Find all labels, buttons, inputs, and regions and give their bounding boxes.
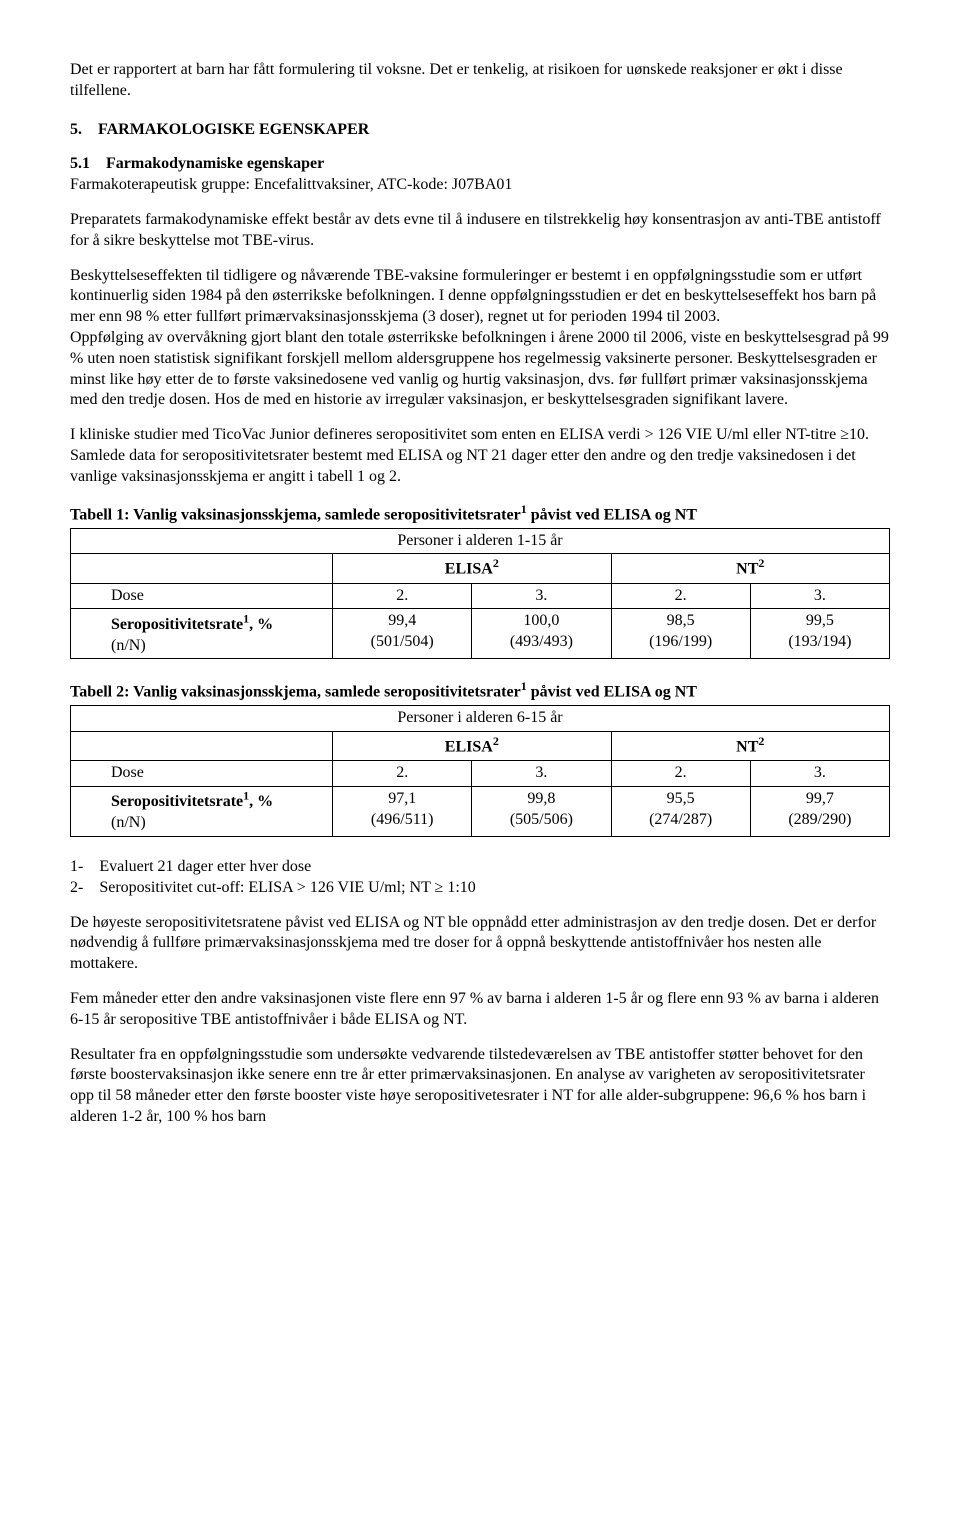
table1-group-header-row: ELISA2 NT2 [71,554,890,583]
table2-header-nt-label: NT [736,739,758,756]
table2-rate-c3: 95,5 (274/287) [611,787,750,837]
footnotes: 1- Evaluert 21 dager etter hver dose 2- … [70,857,890,899]
table1-rate-c2: 100,0 (493/493) [472,609,611,659]
table1-header-elisa: ELISA2 [333,554,611,583]
footnote-2: 2- Seropositivitet cut-off: ELISA > 126 … [70,878,890,899]
table2-rate-c1: 97,1 (496/511) [333,787,472,837]
table1-caption-row: Personer i alderen 1-15 år [71,528,890,554]
table1-header-elisa-label: ELISA [445,561,493,578]
table1-rate-n3: (196/199) [649,633,712,650]
table1-dose-row: Dose 2. 3. 2. 3. [71,583,890,609]
table1-rate-v3: 98,5 [667,612,695,629]
table2-rate-n2: (505/506) [510,811,573,828]
table1-rate-n2: (493/493) [510,633,573,650]
table1-rate-row: Seropositivitetsrate1, % (n/N) 99,4 (501/… [71,609,890,659]
table2-header-blank [71,732,333,761]
table2-header-nt-sup: 2 [758,734,764,748]
paragraph-3-4: Beskyttelseseffekten til tidligere og nå… [70,266,890,412]
table1-header-nt-label: NT [736,561,758,578]
table1-header-nt: NT2 [611,554,889,583]
footnote-1: 1- Evaluert 21 dager etter hver dose [70,857,890,878]
table2-dose-c3: 2. [611,761,750,787]
table1-rate-label-suffix: , % [249,616,273,633]
table1-rate-v4: 99,5 [806,612,834,629]
table1-rate-n1: (501/504) [371,633,434,650]
table1-rate-n4: (193/194) [788,633,851,650]
table1-title-suffix: påvist ved ELISA og NT [527,506,697,523]
table2-title-suffix: påvist ved ELISA og NT [527,684,697,701]
table1-title-prefix: Tabell 1: Vanlig vaksinasjonsskjema, sam… [70,506,521,523]
table1-header-blank [71,554,333,583]
table2-group-header-row: ELISA2 NT2 [71,732,890,761]
table2-caption-row: Personer i alderen 6-15 år [71,706,890,732]
table1-dose-label: Dose [71,583,333,609]
table1-header-nt-sup: 2 [758,556,764,570]
section-5-1-block: 5.1 Farmakodynamiske egenskaper Farmakot… [70,154,890,196]
table2-dose-row: Dose 2. 3. 2. 3. [71,761,890,787]
table2-dose-c2: 3. [472,761,611,787]
table2-rate-c2: 99,8 (505/506) [472,787,611,837]
section-5-1-subtitle: Farmakoterapeutisk gruppe: Encefalittvak… [70,176,512,193]
table1-rate-v2: 100,0 [523,612,559,629]
paragraph-4: Oppfølging av overvåkning gjort blant de… [70,329,889,408]
table1-dose-c1: 2. [333,583,472,609]
table2: Personer i alderen 6-15 år ELISA2 NT2 Do… [70,705,890,837]
table2-dose-c4: 3. [750,761,889,787]
table2-rate-n1: (496/511) [371,811,434,828]
table2-rate-v4: 99,7 [806,790,834,807]
table2-rate-n4: (289/290) [788,811,851,828]
paragraph-5: I kliniske studier med TicoVac Junior de… [70,425,890,487]
table2-rate-v3: 95,5 [667,790,695,807]
table1-rate-label-prefix: Seropositivitetsrate [111,616,243,633]
paragraph-6: De høyeste seropositivitetsratene påvist… [70,913,890,975]
table2-title-prefix: Tabell 2: Vanlig vaksinasjonsskjema, sam… [70,684,521,701]
table1-dose-c2: 3. [472,583,611,609]
table1-rate-v1: 99,4 [388,612,416,629]
table2-rate-row: Seropositivitetsrate1, % (n/N) 97,1 (496/… [71,787,890,837]
table1-rate-c3: 98,5 (196/199) [611,609,750,659]
table2-header-nt: NT2 [611,732,889,761]
table2-rate-v2: 99,8 [527,790,555,807]
table2-header-elisa-sup: 2 [493,734,499,748]
table2-rate-label: Seropositivitetsrate1, % (n/N) [71,787,333,837]
table2-rate-label-suffix: , % [249,793,273,810]
table1-rate-c4: 99,5 (193/194) [750,609,889,659]
table1-rate-label: Seropositivitetsrate1, % (n/N) [71,609,333,659]
table2-rate-c4: 99,7 (289/290) [750,787,889,837]
table2-dose-label: Dose [71,761,333,787]
table1-rate-label-sub: (n/N) [111,637,146,654]
table2-header-elisa: ELISA2 [333,732,611,761]
table1-title: Tabell 1: Vanlig vaksinasjonsskjema, sam… [70,502,890,526]
table2-rate-label-prefix: Seropositivitetsrate [111,793,243,810]
table1-dose-c3: 2. [611,583,750,609]
table2-header-elisa-label: ELISA [445,739,493,756]
table1-header-elisa-sup: 2 [493,556,499,570]
paragraph-8: Resultater fra en oppfølgningsstudie som… [70,1045,890,1128]
paragraph-intro: Det er rapportert at barn har fått formu… [70,60,890,102]
table2-rate-n3: (274/287) [649,811,712,828]
table2-dose-c1: 2. [333,761,472,787]
section-5-heading: 5. FARMAKOLOGISKE EGENSKAPER [70,120,890,141]
table2-caption: Personer i alderen 6-15 år [71,706,890,732]
section-5-1-title: 5.1 Farmakodynamiske egenskaper [70,155,324,172]
table1-caption: Personer i alderen 1-15 år [71,528,890,554]
paragraph-7: Fem måneder etter den andre vaksinasjone… [70,989,890,1031]
paragraph-3: Beskyttelseseffekten til tidligere og nå… [70,267,876,326]
table2-rate-v1: 97,1 [388,790,416,807]
table2-rate-label-sub: (n/N) [111,814,146,831]
table1-rate-c1: 99,4 (501/504) [333,609,472,659]
table2-title: Tabell 2: Vanlig vaksinasjonsskjema, sam… [70,679,890,703]
table1-dose-c4: 3. [750,583,889,609]
paragraph-2: Preparatets farmakodynamiske effekt best… [70,210,890,252]
table1: Personer i alderen 1-15 år ELISA2 NT2 Do… [70,528,890,660]
